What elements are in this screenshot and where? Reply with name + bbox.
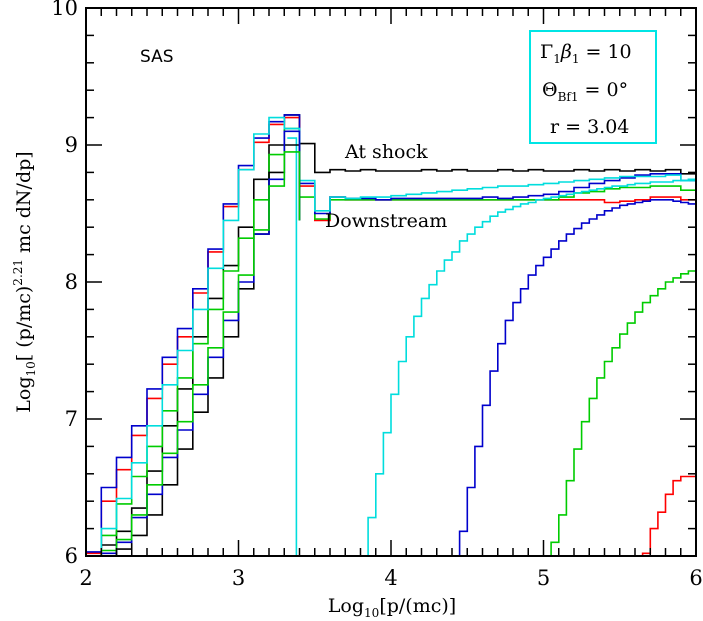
- series-line-5: [287, 137, 298, 556]
- y-axis-label-superscript: 2.21: [11, 259, 25, 286]
- x-axis-label-subscript: 10: [364, 606, 379, 620]
- y-axis-label-prefix: Log: [13, 376, 35, 412]
- parameter-box-border: [529, 30, 657, 144]
- series-line-4: [86, 116, 697, 557]
- parameter-compression-ratio: r = 3.04: [550, 116, 629, 138]
- x-axis-label-prefix: Log: [328, 595, 364, 617]
- annotation-downstream: Downstream: [325, 210, 447, 232]
- ticks-layer: 2 3 4 5 6 6 7 8 9 10: [51, 0, 702, 590]
- y-axis-label: Log10[ (p/mc)2.21 mc dN/dp]: [11, 151, 38, 412]
- x-tick-label: 3: [232, 566, 245, 590]
- series-line-11: [543, 268, 697, 557]
- x-tick-label: 5: [537, 566, 550, 590]
- annotation-at-shock: At shock: [344, 141, 428, 163]
- y-tick-label: 8: [65, 270, 78, 294]
- y-tick-label: 10: [51, 0, 78, 20]
- gamma-subscript: 1: [553, 52, 561, 66]
- theta-symbol: Θ: [542, 79, 558, 101]
- y-tick-label: 9: [65, 133, 78, 157]
- gamma-symbol: Γ: [540, 41, 553, 63]
- x-axis-label: Log10[p/(mc)]: [328, 595, 456, 620]
- y-axis-label-main: [ (p/mc): [13, 286, 35, 362]
- beta-symbol: β: [560, 41, 572, 63]
- x-tick-label: 2: [79, 566, 92, 590]
- beta-subscript: 1: [572, 52, 580, 66]
- theta-subscript: Bf1: [558, 90, 579, 104]
- parameter-box: Γ1β1 = 10 ΘBf1 = 0° r = 3.04: [529, 30, 657, 144]
- y-tick-label: 6: [65, 544, 78, 568]
- series-line-10: [452, 199, 697, 557]
- y-tick-label: 7: [65, 407, 78, 431]
- corner-label: SAS: [140, 47, 174, 67]
- parameter-theta: ΘBf1 = 0°: [542, 79, 628, 104]
- series-line-3: [86, 114, 697, 553]
- series-line-0: [86, 114, 697, 557]
- y-axis-label-tail: mc dN/dp]: [13, 151, 35, 259]
- gamma-beta-value: = 10: [579, 41, 631, 63]
- x-tick-label: 4: [384, 566, 397, 590]
- x-tick-label: 6: [689, 566, 702, 590]
- x-axis-label-main: [p/(mc)]: [379, 595, 456, 617]
- series-line-9: [360, 178, 697, 557]
- series-layer: [86, 114, 697, 557]
- theta-value: = 0°: [578, 79, 628, 101]
- y-axis-label-subscript: 10: [24, 361, 38, 376]
- series-line-8: [86, 151, 301, 557]
- parameter-gamma-beta: Γ1β1 = 10: [540, 41, 632, 66]
- series-line-12: [635, 475, 696, 557]
